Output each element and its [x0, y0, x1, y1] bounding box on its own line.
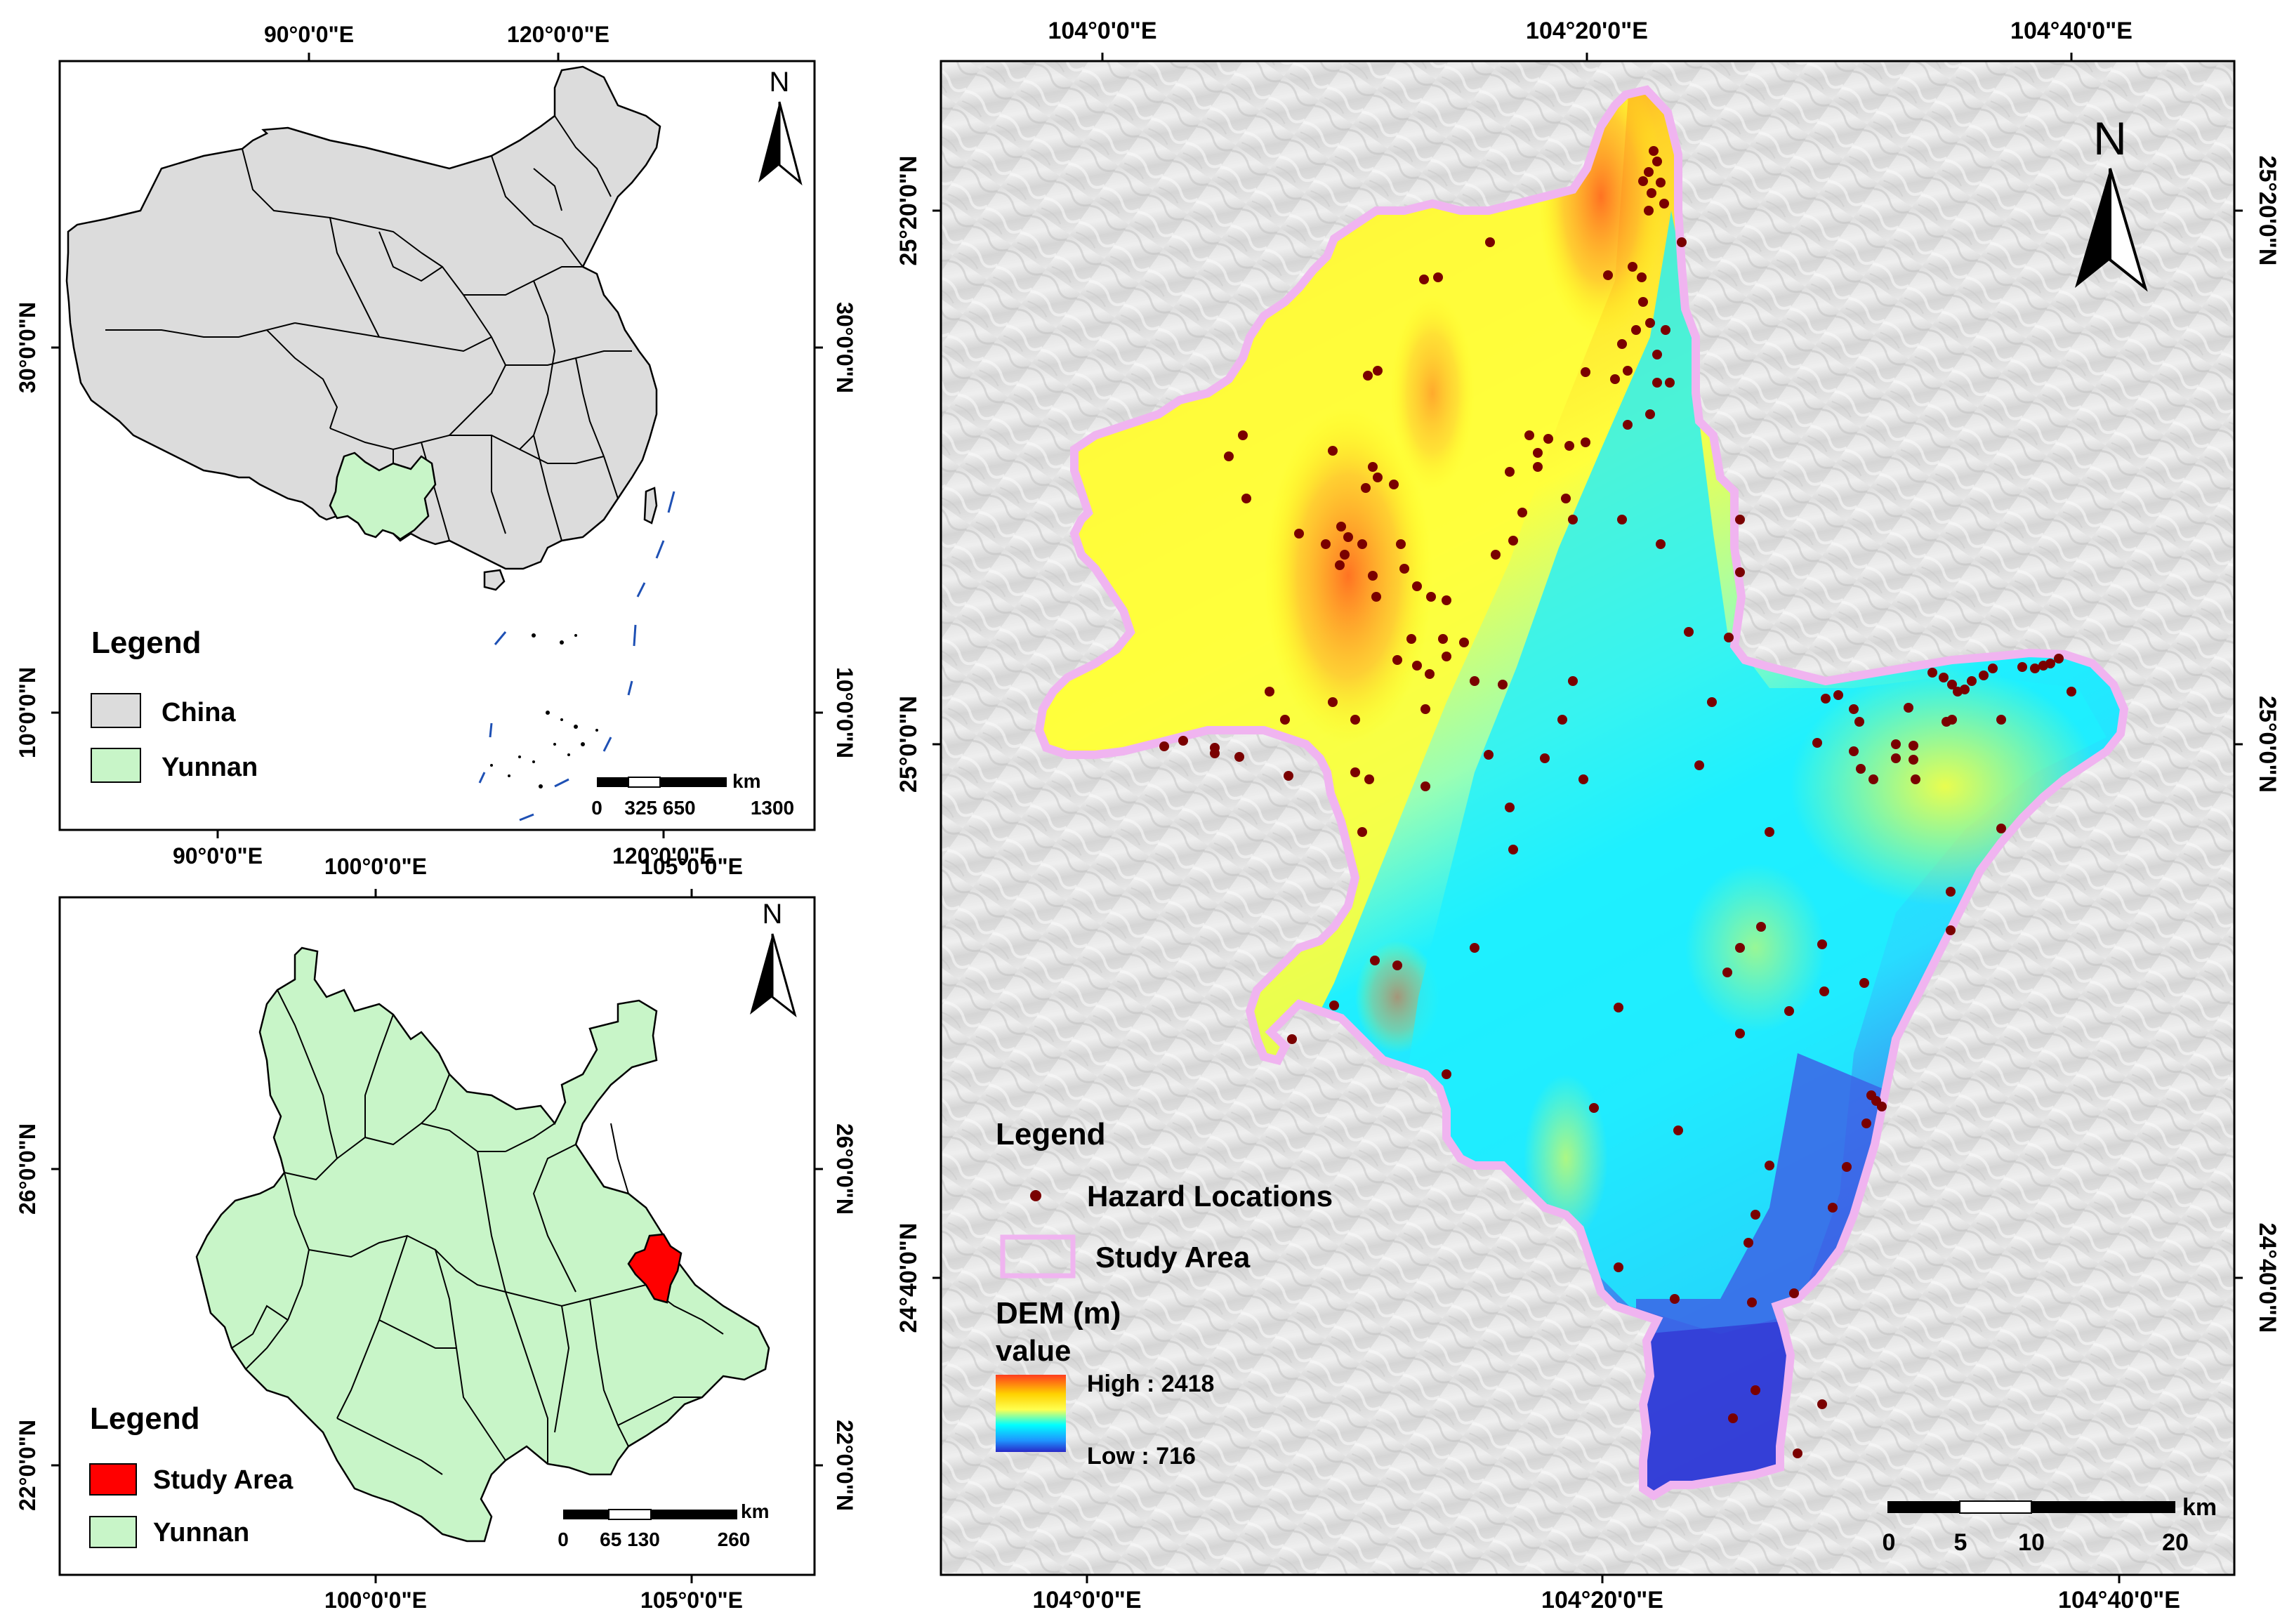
dem-title: DEM (m): [996, 1296, 1121, 1331]
study-scale-unit: km: [2182, 1494, 2217, 1521]
study-bottom-tick-2: 104°20'0"E: [1541, 1587, 1663, 1613]
china-scale-mid: 325 650: [624, 797, 695, 819]
china-right-tick-2: 10°0'0"N: [832, 667, 857, 758]
yunnan-scale-mid: 65 130: [600, 1529, 660, 1550]
study-panel: 104°0'0"E 104°20'0"E 104°40'0"E 104°0'0"…: [895, 18, 2281, 1613]
china-scale-unit: km: [732, 770, 760, 792]
dem-low-label: Low : 716: [1087, 1443, 1196, 1470]
yunnan-left-tick-1: 26°0'0"N: [15, 1123, 40, 1215]
china-legend: Legend China Yunnan: [91, 626, 258, 783]
south-sea-boundary: [478, 491, 675, 821]
china-scale-max: 1300: [751, 797, 794, 819]
yunnan-right-tick-2: 22°0'0"N: [832, 1420, 857, 1511]
china-bottom-tick-1: 90°0'0"E: [173, 843, 263, 869]
yunnan-scale-bar: km 0 65 130 260: [558, 1500, 769, 1550]
yunnan-outline: [195, 946, 770, 1543]
yunnan-scale-0: 0: [558, 1529, 569, 1550]
yunnan-panel: 100°0'0"E 105°0'0"E 100°0'0"E 105°0'0"E …: [15, 854, 857, 1613]
china-panel: 90°0'0"E 120°0'0"E 90°0'0"E 120°0'0"E 30…: [15, 22, 857, 869]
china-right-tick-1: 30°0'0"N: [832, 302, 857, 393]
study-left-tick-2: 25°0'0"N: [895, 696, 922, 793]
dem-subtitle: value: [996, 1334, 1071, 1367]
study-bottom-tick-3: 104°40'0"E: [2058, 1587, 2180, 1613]
yunnan-bottom-tick-1: 100°0'0"E: [324, 1587, 427, 1613]
dem-colorbar: [996, 1375, 1066, 1452]
study-top-tick-3: 104°40'0"E: [2010, 18, 2133, 44]
china-legend-label-china: China: [161, 698, 236, 727]
china-legend-swatch: [91, 693, 141, 728]
study-right-tick-3: 24°40'0"N: [2254, 1223, 2281, 1333]
china-bottom-tick-2: 120°0'0"E: [612, 843, 715, 869]
study-bottom-tick-1: 104°0'0"E: [1032, 1587, 1141, 1613]
study-area-location: [627, 1233, 683, 1304]
taiwan-island: [643, 487, 658, 524]
china-scale-0: 0: [591, 797, 602, 819]
dem-high-label: High : 2418: [1087, 1371, 1214, 1397]
china-left-tick-2: 10°0'0"N: [15, 667, 40, 758]
yunnan-legend-title: Legend: [90, 1401, 199, 1436]
province-borders: [105, 115, 632, 541]
north-arrow-china: N: [758, 67, 803, 186]
study-legend-title: Legend: [996, 1117, 1105, 1151]
study-left-tick-3: 24°40'0"N: [895, 1223, 922, 1333]
yunnan-legend-label-study: Study Area: [153, 1465, 294, 1495]
yunnan-prefecture-borders: [231, 989, 724, 1475]
study-area-legend-symbol: [1000, 1234, 1076, 1279]
yunnan-top-tick-2: 105°0'0"E: [640, 854, 743, 879]
yunnan-top-tick-1: 100°0'0"E: [324, 854, 427, 879]
yunnan-right-tick-1: 26°0'0"N: [832, 1123, 857, 1215]
china-top-tick-1: 90°0'0"E: [264, 22, 354, 47]
north-arrow-study: N: [2075, 112, 2148, 292]
yunnan-legend-swatch-2: [89, 1516, 137, 1548]
svg-text:N: N: [2093, 112, 2127, 164]
south-sea-islands: [490, 633, 598, 788]
svg-text:N: N: [770, 67, 790, 98]
yunnan-scale-unit: km: [741, 1500, 769, 1522]
china-legend-title: Legend: [91, 626, 201, 660]
study-right-tick-2: 25°0'0"N: [2254, 696, 2281, 793]
study-top-tick-2: 104°20'0"E: [1526, 18, 1648, 44]
yunnan-province: [329, 451, 437, 541]
study-legend-study: Study Area: [1095, 1241, 1251, 1274]
study-top-tick-1: 104°0'0"E: [1048, 18, 1156, 44]
yunnan-legend: Legend Study Area Yunnan: [89, 1401, 294, 1548]
hainan-island: [483, 569, 506, 591]
hazard-points: [1159, 146, 2076, 1458]
china-left-tick-1: 30°0'0"N: [15, 302, 40, 393]
study-scale-bar: km 0 5 10 20: [1883, 1494, 2217, 1556]
yunnan-bottom-tick-2: 105°0'0"E: [640, 1587, 743, 1613]
study-scale-5: 5: [1954, 1529, 1967, 1556]
study-area-legend-swatch: [89, 1463, 137, 1496]
study-scale-20: 20: [2162, 1529, 2189, 1556]
yunnan-scale-max: 260: [718, 1529, 751, 1550]
hazard-legend-symbol: [1030, 1190, 1041, 1201]
study-right-tick-1: 25°20'0"N: [2254, 156, 2281, 266]
study-legend: Legend Hazard Locations Study Area DEM (…: [996, 1117, 1333, 1470]
svg-text:N: N: [763, 899, 783, 930]
study-scale-0: 0: [1883, 1529, 1896, 1556]
study-scale-10: 10: [2018, 1529, 2045, 1556]
north-arrow-yunnan: N: [750, 899, 797, 1017]
yunnan-legend-label-yunnan: Yunnan: [153, 1518, 249, 1547]
yunnan-left-tick-2: 22°0'0"N: [15, 1420, 40, 1511]
china-legend-label-yunnan: Yunnan: [161, 753, 258, 782]
study-legend-hazard: Hazard Locations: [1087, 1180, 1333, 1213]
yunnan-legend-swatch: [91, 748, 141, 783]
china-top-tick-2: 120°0'0"E: [507, 22, 609, 47]
study-left-tick-1: 25°20'0"N: [895, 156, 922, 266]
china-scale-bar: km 0 325 650 1300: [591, 770, 794, 819]
